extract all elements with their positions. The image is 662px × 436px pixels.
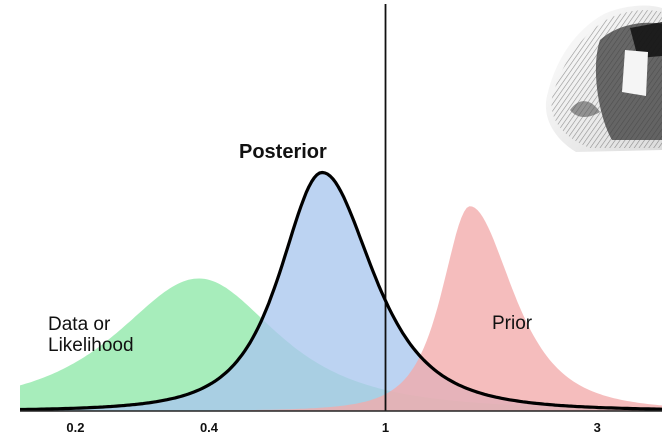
area-prior [20,206,662,411]
density-areas [20,172,662,411]
prior-label: Prior [492,313,533,334]
likelihood-label-line-2: Likelihood [48,335,134,356]
likelihood-label-line-1: Data or [48,314,111,335]
outline-posterior [20,170,662,412]
x-tick-labels: 0.2 0.4 1 3 [66,420,600,435]
x-tick-label: 3 [594,420,601,435]
x-tick-label: 0.2 [66,420,84,435]
x-tick-label: 1 [382,420,389,435]
posterior-label: Posterior [239,141,327,163]
engraved-portrait-icon [545,5,662,152]
area-data-or-likelihood [20,278,662,411]
likelihood-label: Data or Likelihood [48,314,134,356]
area-posterior [20,172,662,411]
x-tick-label: 0.4 [200,420,219,435]
posterior-outline [20,170,662,412]
